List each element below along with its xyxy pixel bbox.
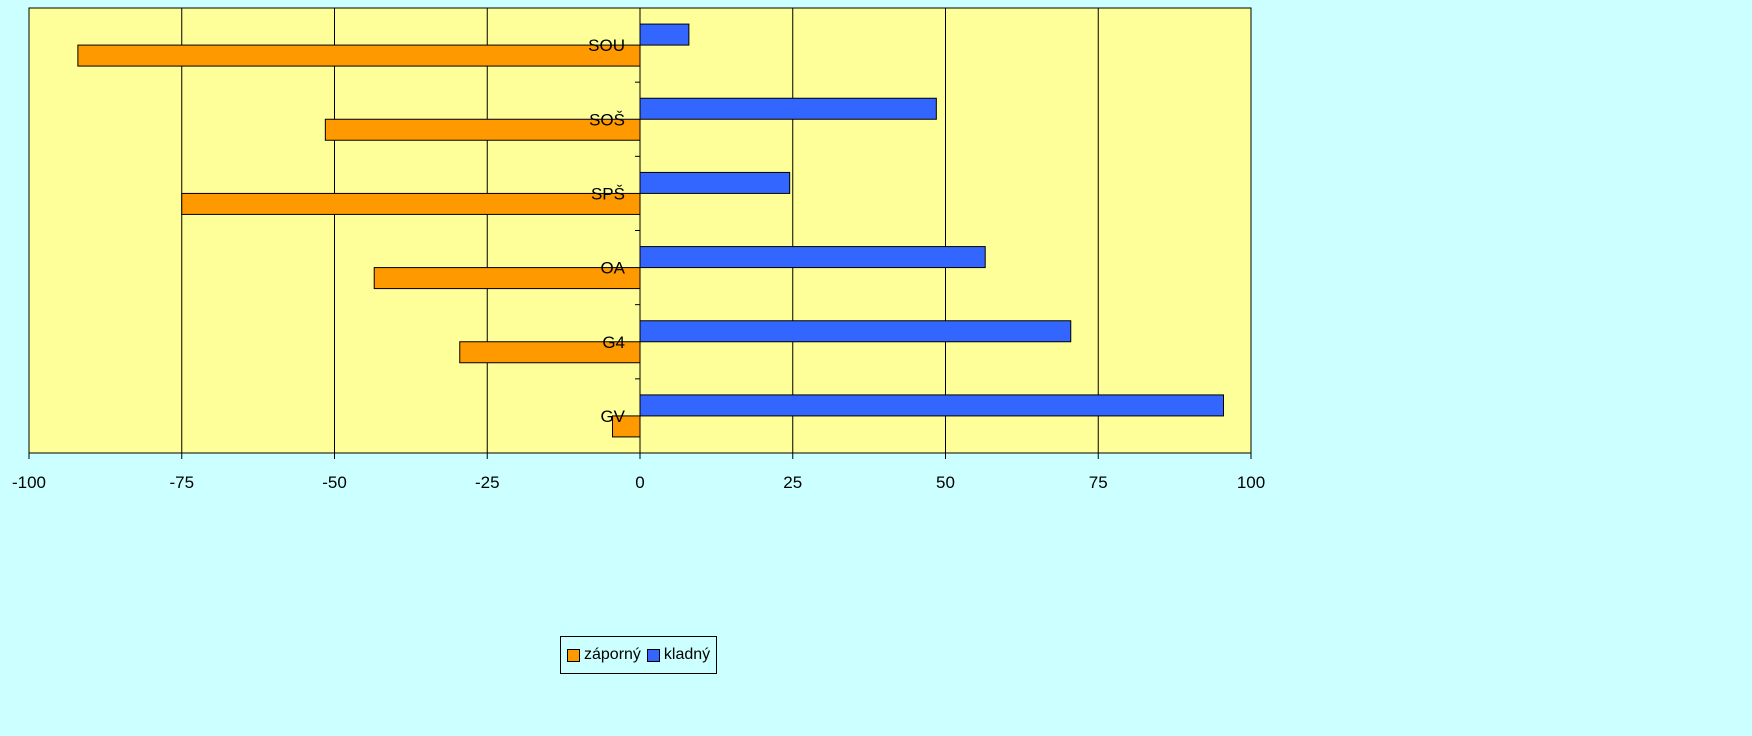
x-tick-label: -100	[12, 473, 46, 492]
x-tick-label: -75	[169, 473, 194, 492]
bar-zaporny	[181, 192, 641, 215]
x-tick-label: 75	[1089, 473, 1108, 492]
bar-kladny	[639, 394, 1225, 417]
legend-swatch-zaporny	[567, 648, 580, 662]
bar-kladny	[639, 246, 986, 269]
bar-kladny	[639, 171, 791, 194]
x-tick-label: 0	[635, 473, 644, 492]
grid-lines	[181, 8, 1099, 453]
x-tick-label: 25	[783, 473, 802, 492]
x-tick-label: -25	[475, 473, 500, 492]
bar-kladny	[639, 97, 937, 120]
chart-root: -100 -75 -50 -25 0 25 50 75 100 SOU SOŠ SPŠ OA G4 GV z…	[12, 7, 1265, 674]
axes	[28, 7, 1252, 459]
legend: záporný kladný	[560, 636, 718, 674]
x-tick-label: -50	[322, 473, 347, 492]
category-label: SOŠ	[589, 110, 625, 129]
legend-item-kladny: kladný	[646, 646, 711, 664]
category-label: SOU	[588, 36, 625, 55]
category-label: SPŠ	[591, 184, 625, 203]
labels: -100 -75 -50 -25 0 25 50 75 100 SOU SOŠ SPŠ OA G4 GV	[12, 36, 1265, 492]
legend-item-zaporny: záporný	[567, 646, 641, 664]
bar-kladny	[639, 320, 1072, 343]
category-label: GV	[600, 407, 625, 426]
legend-label-kladny: kladný	[663, 646, 711, 663]
category-label: G4	[602, 333, 625, 352]
x-tick-label: 50	[936, 473, 955, 492]
x-tick-label: 100	[1237, 473, 1265, 492]
bar-chart: -100 -75 -50 -25 0 25 50 75 100 SOU SOŠ SPŠ OA G4 GV	[12, 7, 1265, 492]
bar-kladny	[639, 23, 690, 46]
category-label: OA	[600, 259, 625, 278]
legend-label-zaporny: záporný	[584, 646, 641, 663]
bar-zaporny	[77, 44, 641, 67]
bars	[77, 23, 1225, 438]
legend-swatch-kladny	[646, 648, 660, 662]
